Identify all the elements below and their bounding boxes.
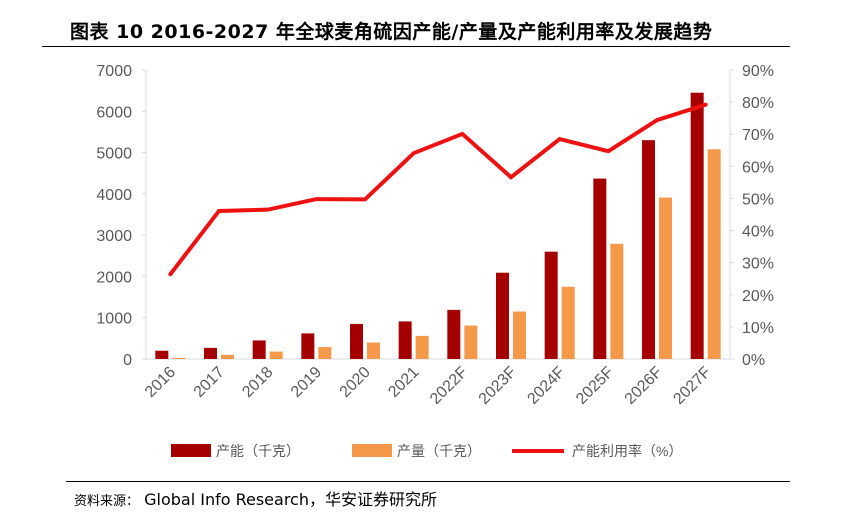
right-tick-label: 80% [742,95,774,112]
production-bar [707,149,721,359]
production-bar [659,197,672,359]
right-tick-label: 90% [742,63,774,80]
right-tick-label: 60% [742,159,774,176]
production-bar [221,354,234,359]
x-tick-label: 2026F [622,364,666,408]
capacity-bar [544,251,558,359]
left-tick-label: 0 [123,352,132,369]
production-bar [610,243,624,359]
x-tick-label: 2023F [476,364,520,408]
legend-label: 产量（千克） [397,443,481,459]
capacity-bar [301,333,315,359]
source-divider [66,481,790,482]
x-tick-label: 2025F [573,364,617,408]
left-tick-label: 4000 [96,187,132,204]
capacity-bar [642,140,655,359]
left-tick-label: 2000 [96,269,132,286]
left-tick-label: 1000 [96,311,132,328]
right-tick-label: 0% [742,352,765,369]
legend-label: 产能利用率（%） [572,443,682,459]
chart: 0 1000 2000 3000 4000 5000 6000 7000 0% 10% 20% 30%… [96,63,774,459]
capacity-bar [593,178,607,359]
right-tick-label: 50% [742,191,774,208]
production-bar [513,311,526,359]
left-tick-label: 7000 [96,63,132,80]
production-bar [464,325,478,359]
source-label: 资料来源： [74,494,140,509]
left-tick-label: 3000 [96,228,132,245]
production-bar [269,351,283,359]
x-tick-label: 2018 [239,364,276,401]
production-bar [561,286,575,359]
right-tick-label: 40% [742,224,774,241]
production-bar [318,347,332,359]
capacity-bar [496,272,509,359]
capacity-bar [690,92,704,359]
source-note: 资料来源： Global Info Research，华安证券研究所 [74,486,437,510]
legend-swatch [352,444,392,457]
x-tick-label: 2022F [427,364,471,408]
right-tick-label: 20% [742,288,774,305]
x-tick-label: 2021 [385,364,422,401]
capacity-bar [252,340,266,359]
x-tick-label: 2024F [524,364,568,408]
capacity-bar [447,309,461,359]
right-tick-label: 30% [742,256,774,273]
x-tick-label: 2027F [670,364,714,408]
right-tick-label: 70% [742,127,774,144]
x-tick-label: 2017 [191,364,228,401]
capacity-bar [155,350,169,359]
chart-title: 图表 10 2016-2027 年全球麦角硫因产能/产量及产能利用率及发展趋势 [70,21,713,43]
left-tick-label: 6000 [96,104,132,121]
capacity-bar [204,347,217,359]
left-tick-label: 5000 [96,146,132,163]
x-tick-label: 2020 [337,364,374,401]
right-tick-label: 10% [742,320,774,337]
capacity-bar [350,323,363,359]
x-tick-label: 2016 [142,364,179,401]
x-tick-label: 2019 [288,364,325,401]
capacity-bar [398,321,412,359]
production-bar [415,335,429,359]
title-divider [42,46,790,47]
legend-label: 产能（千克） [216,443,300,459]
legend-swatch [171,444,211,457]
production-bar [172,357,186,359]
utilization-line [168,102,708,277]
source-text: Global Info Research，华安证券研究所 [144,490,437,509]
production-bar [367,342,380,359]
